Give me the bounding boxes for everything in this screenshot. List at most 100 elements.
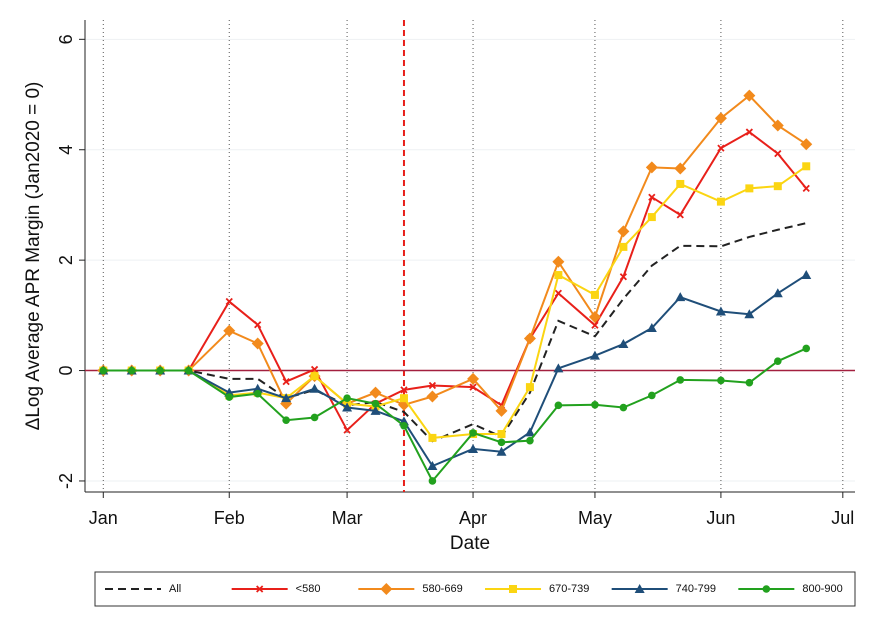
marker bbox=[554, 289, 563, 297]
marker bbox=[676, 376, 685, 384]
marker bbox=[310, 365, 319, 374]
marker bbox=[369, 386, 382, 399]
marker bbox=[716, 197, 725, 206]
marker bbox=[772, 288, 783, 298]
marker bbox=[156, 366, 164, 375]
marker bbox=[645, 161, 658, 174]
legend-marker bbox=[380, 583, 393, 595]
y-tick-label: -2 bbox=[56, 473, 76, 489]
marker bbox=[428, 381, 437, 390]
marker bbox=[496, 446, 507, 456]
marker bbox=[552, 255, 565, 268]
legend-marker bbox=[634, 584, 645, 593]
marker bbox=[743, 89, 756, 102]
marker bbox=[399, 394, 408, 403]
marker bbox=[773, 357, 782, 365]
marker bbox=[426, 390, 439, 403]
marker bbox=[526, 436, 534, 445]
legend-box bbox=[94, 571, 856, 607]
marker bbox=[589, 350, 600, 360]
marker bbox=[717, 376, 725, 385]
marker bbox=[744, 309, 755, 319]
marker bbox=[400, 386, 408, 394]
marker bbox=[343, 426, 351, 434]
marker bbox=[717, 144, 725, 152]
marker bbox=[468, 443, 479, 453]
marker bbox=[184, 366, 193, 375]
marker bbox=[802, 162, 811, 171]
marker bbox=[467, 372, 480, 385]
marker bbox=[469, 429, 477, 437]
marker bbox=[553, 363, 564, 373]
series-line bbox=[103, 165, 807, 439]
marker bbox=[495, 404, 508, 417]
y-axis-title: ΔLog Average APR Margin (Jan2020 = 0) bbox=[23, 82, 44, 431]
marker bbox=[647, 213, 656, 222]
marker bbox=[676, 211, 684, 219]
marker bbox=[714, 112, 727, 125]
marker bbox=[554, 271, 563, 280]
x-tick-label: Mar bbox=[332, 508, 363, 528]
marker bbox=[309, 383, 320, 393]
marker bbox=[646, 323, 657, 333]
marker bbox=[745, 128, 753, 136]
marker bbox=[497, 438, 506, 447]
marker bbox=[617, 225, 630, 238]
marker bbox=[251, 337, 264, 350]
y-tick-label: 4 bbox=[56, 145, 76, 155]
marker bbox=[675, 292, 686, 302]
x-axis-title: Date bbox=[450, 533, 490, 554]
y-tick-label: 2 bbox=[56, 255, 76, 265]
marker bbox=[310, 372, 319, 381]
marker bbox=[802, 184, 810, 193]
marker bbox=[254, 321, 262, 329]
marker bbox=[591, 400, 599, 409]
marker bbox=[619, 403, 628, 412]
y-tick-label: 6 bbox=[56, 34, 76, 44]
marker bbox=[619, 242, 628, 251]
marker bbox=[588, 311, 601, 324]
legend-marker bbox=[509, 585, 517, 593]
series-line bbox=[103, 94, 807, 413]
marker bbox=[554, 401, 563, 410]
marker bbox=[715, 306, 726, 316]
legend-label: <580 bbox=[296, 583, 321, 595]
marker bbox=[802, 344, 811, 353]
marker bbox=[99, 366, 108, 375]
series-line bbox=[103, 130, 808, 432]
marker bbox=[253, 389, 262, 398]
legend-marker bbox=[256, 585, 264, 593]
marker bbox=[225, 393, 234, 401]
legend-marker bbox=[762, 585, 771, 593]
marker bbox=[523, 332, 536, 345]
marker bbox=[469, 383, 477, 391]
marker bbox=[428, 433, 437, 442]
x-tick-label: Apr bbox=[459, 508, 487, 528]
marker bbox=[745, 378, 754, 387]
legend-label: 670-739 bbox=[549, 583, 589, 595]
marker bbox=[310, 413, 319, 422]
marker bbox=[371, 399, 380, 408]
marker bbox=[618, 339, 629, 349]
legend-label: 800-900 bbox=[802, 583, 842, 595]
legend-label: 740-799 bbox=[676, 583, 716, 595]
marker bbox=[252, 383, 263, 393]
marker bbox=[648, 391, 656, 400]
marker bbox=[801, 270, 812, 280]
marker bbox=[745, 184, 754, 193]
x-tick-label: May bbox=[578, 508, 612, 528]
marker bbox=[674, 162, 687, 175]
marker bbox=[590, 290, 599, 299]
marker bbox=[281, 393, 292, 403]
marker bbox=[591, 321, 599, 329]
marker bbox=[497, 430, 506, 439]
marker bbox=[343, 394, 351, 402]
marker bbox=[524, 427, 535, 437]
marker bbox=[282, 377, 290, 386]
marker bbox=[428, 477, 437, 485]
marker bbox=[773, 182, 782, 191]
legend-label: 580-669 bbox=[422, 583, 462, 595]
marker bbox=[774, 149, 782, 158]
marker bbox=[427, 461, 438, 471]
